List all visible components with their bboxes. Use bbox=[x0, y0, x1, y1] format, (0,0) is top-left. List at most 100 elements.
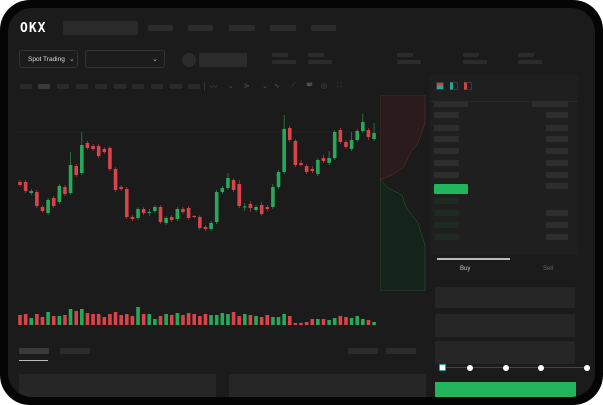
tab-buy[interactable]: Buy bbox=[460, 266, 471, 272]
volume-bar bbox=[237, 316, 241, 325]
candle bbox=[226, 173, 230, 190]
slider-stop[interactable] bbox=[584, 365, 590, 371]
bottom-action[interactable] bbox=[348, 348, 378, 354]
bottom-tab-active[interactable] bbox=[19, 348, 49, 354]
volume-bar bbox=[91, 314, 95, 325]
candlestick-chart[interactable] bbox=[8, 8, 448, 338]
search-placeholder[interactable] bbox=[63, 21, 138, 35]
volume-bar bbox=[102, 317, 107, 325]
stat-value bbox=[463, 60, 487, 64]
slider-stop[interactable] bbox=[538, 365, 544, 371]
candle bbox=[209, 221, 213, 231]
candle bbox=[141, 207, 146, 215]
ask-price bbox=[434, 148, 459, 154]
volume-bar bbox=[366, 320, 371, 325]
nav-item[interactable] bbox=[229, 25, 255, 31]
volume-bar bbox=[265, 315, 270, 325]
ruler-icon[interactable]: ⟋ bbox=[291, 82, 296, 89]
candle bbox=[304, 164, 309, 174]
candle bbox=[203, 225, 208, 231]
candle-body bbox=[276, 172, 281, 187]
timeframe-button[interactable] bbox=[95, 84, 107, 89]
volume-bar bbox=[243, 314, 247, 325]
timeframe-button[interactable] bbox=[170, 84, 182, 89]
slider-handle[interactable] bbox=[439, 364, 446, 371]
line-icon[interactable]: ∿ bbox=[274, 83, 280, 90]
book-both-icon[interactable] bbox=[436, 82, 444, 90]
depth-chart bbox=[380, 95, 426, 291]
fullscreen-icon[interactable]: ⛶ bbox=[337, 82, 342, 89]
candle-body bbox=[248, 204, 253, 208]
slider-stop[interactable] bbox=[467, 365, 473, 371]
candle-body bbox=[158, 207, 163, 222]
volume-bar bbox=[248, 315, 253, 325]
candle-body bbox=[153, 207, 157, 211]
buy-submit-button[interactable] bbox=[435, 382, 576, 397]
nav-item[interactable] bbox=[270, 25, 296, 31]
price-input[interactable] bbox=[435, 287, 575, 308]
bid-amount bbox=[546, 210, 568, 216]
timeframe-button[interactable] bbox=[188, 84, 200, 89]
timeframe-button[interactable] bbox=[114, 84, 126, 89]
chevron-down-icon[interactable]: ⌄ bbox=[262, 83, 268, 90]
candle bbox=[349, 132, 354, 151]
amount-input[interactable] bbox=[435, 314, 575, 337]
volume-bar bbox=[304, 322, 309, 325]
ask-price bbox=[434, 160, 459, 166]
draw-tool-icon[interactable]: ⊳ bbox=[244, 83, 250, 90]
market-type-dropdown[interactable]: Spot Trading ⌄ bbox=[19, 50, 78, 68]
nav-item[interactable] bbox=[148, 25, 173, 31]
nav-item[interactable] bbox=[311, 25, 336, 31]
candle bbox=[372, 123, 376, 141]
candle bbox=[35, 190, 39, 208]
bid-price bbox=[434, 210, 459, 216]
candle-body bbox=[51, 198, 56, 206]
indicator-icon[interactable]: 〰 bbox=[210, 84, 217, 91]
candle-body bbox=[96, 146, 101, 156]
timeframe-button[interactable] bbox=[38, 84, 50, 89]
candle-body bbox=[57, 186, 62, 202]
ask-amount bbox=[546, 125, 568, 131]
timeframe-button[interactable] bbox=[76, 84, 88, 89]
candle bbox=[102, 147, 107, 154]
book-bids-icon[interactable] bbox=[450, 82, 458, 90]
volume-bar bbox=[80, 309, 84, 325]
chevron-down-icon[interactable]: ⌄ bbox=[228, 83, 234, 90]
book-asks-icon[interactable] bbox=[464, 82, 472, 90]
slider-stop[interactable] bbox=[503, 365, 509, 371]
candle-body bbox=[147, 212, 152, 213]
nav-item[interactable] bbox=[188, 25, 213, 31]
pair-dropdown[interactable]: ⌄ bbox=[85, 50, 165, 68]
camera-icon[interactable]: ◚ bbox=[306, 83, 313, 90]
bottom-tab[interactable] bbox=[60, 348, 90, 354]
market-type-label: Spot Trading bbox=[28, 55, 65, 63]
divider bbox=[430, 101, 578, 102]
candle bbox=[237, 180, 241, 208]
tab-sell[interactable]: Sell bbox=[543, 266, 554, 272]
volume-bar bbox=[203, 314, 208, 325]
candle bbox=[85, 141, 90, 150]
candle-body bbox=[220, 188, 225, 192]
candle-body bbox=[372, 133, 376, 139]
settings-icon[interactable]: ◎ bbox=[321, 83, 328, 90]
candle-body bbox=[175, 209, 180, 219]
okx-logo[interactable]: OKX bbox=[20, 21, 47, 36]
candle-body bbox=[192, 216, 197, 217]
candle bbox=[265, 205, 270, 211]
volume-bar bbox=[175, 313, 180, 325]
total-input[interactable] bbox=[435, 341, 575, 364]
bottom-action[interactable] bbox=[386, 348, 416, 354]
book-header-price bbox=[434, 102, 468, 107]
volume-bar bbox=[23, 314, 28, 325]
candle bbox=[96, 144, 101, 158]
depth-asks-area bbox=[380, 95, 426, 180]
candle-body bbox=[136, 209, 140, 218]
volume-bar bbox=[51, 316, 56, 325]
timeframe-button[interactable] bbox=[57, 84, 69, 89]
amount-slider[interactable] bbox=[439, 364, 590, 371]
candle bbox=[220, 186, 225, 194]
volume-bar bbox=[68, 309, 73, 325]
timeframe-button[interactable] bbox=[20, 84, 32, 89]
timeframe-button[interactable] bbox=[151, 84, 163, 89]
timeframe-button[interactable] bbox=[132, 84, 144, 89]
